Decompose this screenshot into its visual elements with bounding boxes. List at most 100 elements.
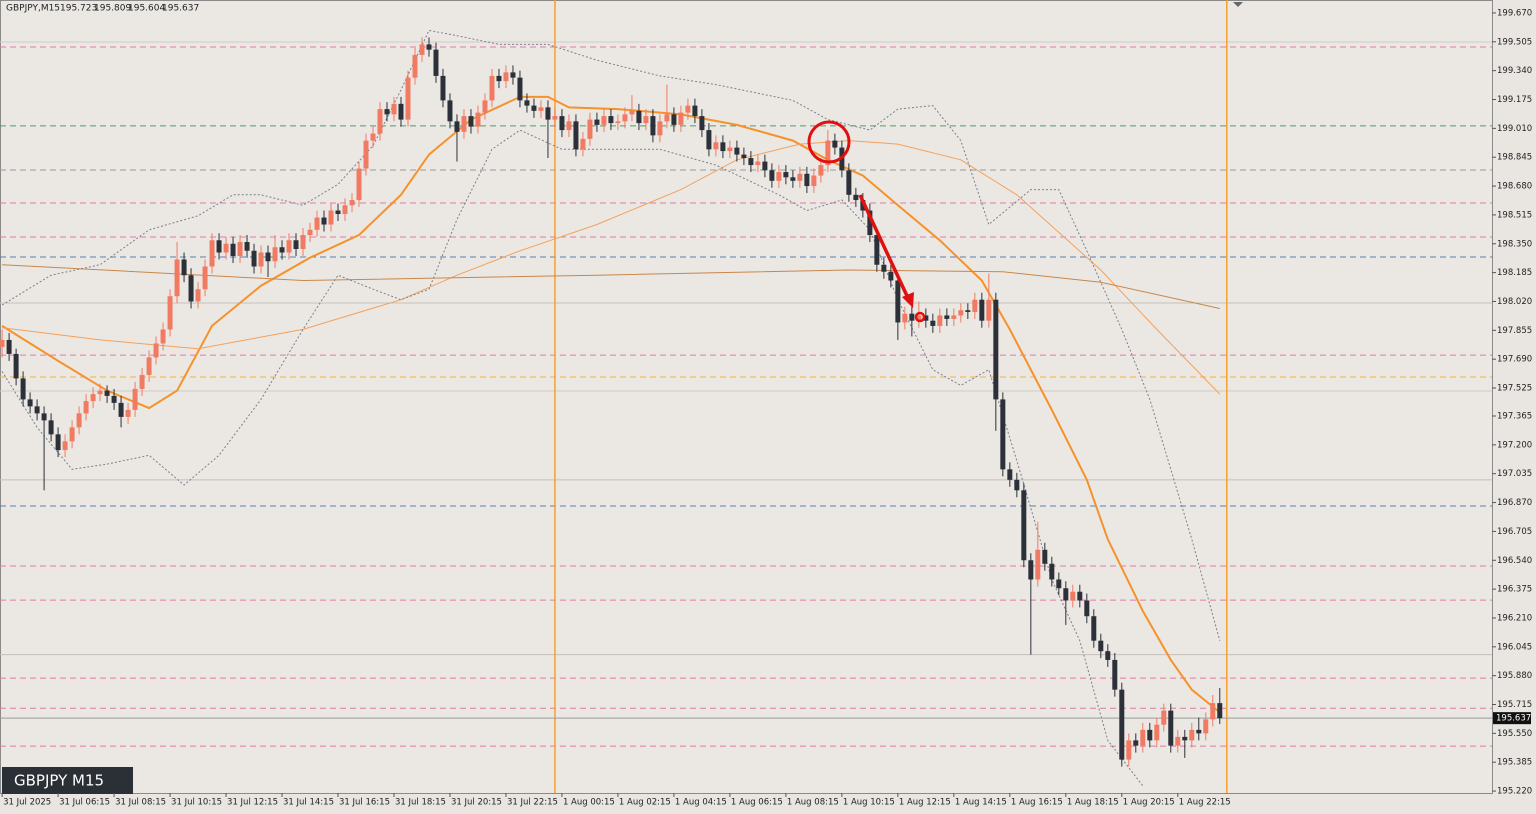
candle-body	[930, 320, 936, 326]
y-tick-label: 198.845	[1497, 153, 1532, 163]
candle	[517, 70, 523, 108]
candle-body	[1056, 579, 1062, 589]
candle	[734, 140, 740, 162]
candle	[979, 292, 985, 328]
candle	[223, 236, 229, 260]
candle-body	[118, 402, 124, 417]
candle-body	[720, 142, 726, 152]
candle-body	[937, 315, 943, 326]
candle-body	[818, 165, 824, 176]
candle-body	[125, 409, 131, 417]
candle	[1105, 644, 1111, 667]
candle-body	[622, 114, 628, 122]
candle-body	[496, 75, 502, 82]
header-ohlc: 195.809	[94, 4, 131, 14]
candle	[685, 98, 691, 120]
candle-body	[356, 168, 362, 201]
candle	[1021, 483, 1027, 568]
candle-body	[97, 390, 103, 395]
candle-body	[335, 210, 341, 215]
candle-body	[244, 242, 250, 251]
candle-body	[202, 266, 208, 290]
y-tick-label: 196.210	[1497, 613, 1532, 623]
candle	[881, 257, 887, 279]
candle-body	[1021, 490, 1027, 561]
candle	[1147, 722, 1153, 748]
candle	[398, 96, 404, 127]
y-tick-label: 196.540	[1497, 556, 1532, 566]
candle	[622, 107, 628, 129]
candle-body	[132, 388, 138, 410]
candle-body	[895, 280, 901, 323]
y-tick-label: 198.020	[1497, 297, 1532, 307]
candle-body	[440, 75, 446, 101]
y-tick-label: 196.870	[1497, 498, 1532, 508]
candle-body	[832, 140, 838, 148]
candle-body	[475, 112, 481, 127]
candle	[160, 322, 166, 351]
candle-body	[468, 116, 474, 127]
arrow-head	[902, 292, 914, 308]
candle	[1077, 584, 1083, 608]
candle	[356, 161, 362, 208]
candle-body	[874, 235, 880, 265]
candle	[615, 114, 621, 131]
candle-body	[195, 289, 201, 302]
candle	[230, 236, 236, 263]
candle	[76, 406, 82, 435]
candle-body	[377, 109, 383, 134]
candle-body	[503, 72, 509, 82]
candle-body	[293, 240, 299, 250]
candle	[1168, 703, 1174, 753]
x-tick-label: 31 Jul 12:15	[227, 798, 278, 808]
candle-body	[1175, 736, 1181, 746]
candle-body	[90, 394, 96, 402]
header-symbol: GBPJPY,M15	[6, 4, 60, 14]
candle-body	[769, 170, 775, 181]
candle	[1175, 729, 1181, 753]
y-tick-label: 195.385	[1497, 758, 1532, 768]
candle	[1196, 717, 1202, 741]
candle-body	[825, 140, 831, 166]
candle	[552, 109, 558, 127]
candle-body	[223, 243, 229, 253]
plot-area	[0, 0, 1493, 794]
x-tick-label: 1 Aug 00:15	[563, 798, 615, 808]
candle	[349, 193, 355, 213]
candle-body	[265, 252, 271, 262]
candle	[657, 114, 663, 143]
candle	[139, 367, 145, 396]
candle	[559, 109, 565, 138]
candle-body	[321, 217, 327, 225]
candle	[594, 112, 600, 132]
candle-body	[944, 315, 950, 319]
candle-body	[972, 299, 978, 312]
candle-body	[664, 114, 670, 122]
candle	[55, 427, 61, 458]
candle	[314, 210, 320, 237]
candle	[804, 166, 810, 194]
candle-body	[685, 105, 691, 113]
candle-body	[783, 172, 789, 178]
candle-body	[1105, 651, 1111, 660]
y-tick-label: 199.505	[1497, 37, 1532, 47]
candle-body	[993, 299, 999, 400]
candle-body	[643, 116, 649, 124]
y-tick-label: 199.340	[1497, 66, 1532, 76]
candle	[405, 70, 411, 127]
candle-body	[370, 133, 376, 141]
candle-body	[545, 107, 551, 120]
candle-body	[160, 329, 166, 344]
candle-body	[104, 390, 110, 396]
candle-body	[398, 103, 404, 120]
candle	[244, 235, 250, 258]
candle	[174, 242, 180, 304]
candle-body	[146, 357, 152, 375]
candle	[706, 123, 712, 157]
candle	[1161, 703, 1167, 732]
candle	[699, 109, 705, 138]
candle-body	[923, 315, 929, 321]
candle-body	[629, 110, 635, 115]
candle-body	[727, 147, 733, 152]
